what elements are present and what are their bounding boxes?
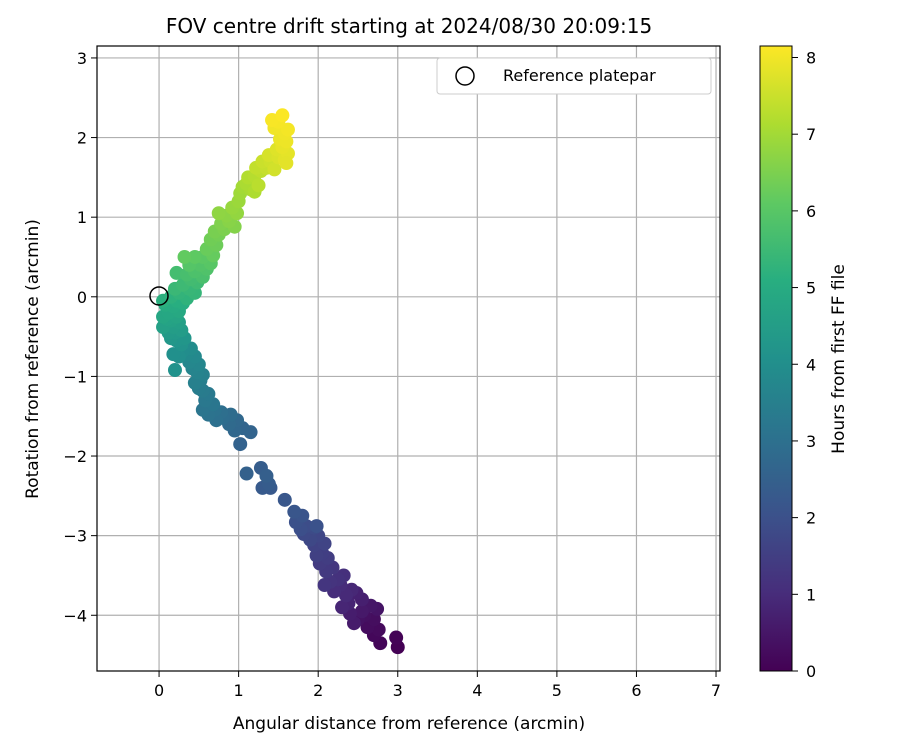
data-point [277, 492, 292, 507]
data-point [259, 468, 274, 483]
y-tick-label: −2 [63, 447, 87, 466]
colorbar-tick-label: 1 [806, 585, 816, 604]
colorbar-tick-label: 6 [806, 202, 816, 221]
colorbar-tick-label: 5 [806, 279, 816, 298]
data-point [389, 630, 404, 645]
plot-frame [96, 45, 721, 672]
data-point [177, 249, 192, 264]
colorbar: 0 1 2 3 4 5 6 7 8 Hours from first FF file [759, 45, 849, 681]
data-point [275, 108, 290, 123]
colorbar-gradient [759, 45, 793, 672]
colorbar-tick-label: 0 [806, 662, 816, 681]
colorbar-tick-label: 3 [806, 432, 816, 451]
y-tick-label: 2 [77, 129, 87, 148]
x-tick-label: 6 [631, 681, 641, 700]
colorbar-tick-label: 7 [806, 125, 816, 144]
colorbar-label: Hours from first FF file [829, 264, 849, 454]
data-point [287, 504, 302, 519]
data-point [251, 178, 266, 193]
x-tick-label: 3 [393, 681, 403, 700]
x-tick-label: 4 [472, 681, 482, 700]
x-tick-label: 2 [313, 681, 323, 700]
colorbar-tick-label: 8 [806, 49, 816, 68]
data-point [317, 578, 332, 593]
data-point [166, 347, 181, 362]
scatter-points [156, 108, 405, 655]
y-tick-label: 3 [77, 49, 87, 68]
legend-box: Reference platepar [436, 57, 712, 95]
colorbar-ticks: 0 1 2 3 4 5 6 7 8 [792, 49, 816, 681]
x-tick-label: 7 [711, 681, 721, 700]
x-tick-label: 0 [154, 681, 164, 700]
y-axis-ticks: −4 −3 −2 −1 0 1 2 3 [63, 49, 97, 625]
data-point [187, 249, 202, 264]
x-tick-label: 1 [234, 681, 244, 700]
data-point [211, 206, 226, 221]
data-point [354, 604, 369, 619]
data-point [239, 466, 254, 481]
data-point [267, 162, 282, 177]
data-point [280, 122, 295, 137]
data-point [167, 363, 182, 378]
colorbar-tick-label: 4 [806, 355, 816, 374]
data-point [233, 437, 248, 452]
data-point [169, 265, 184, 280]
data-point [335, 600, 350, 615]
legend-marker-icon [455, 66, 475, 86]
legend-label: Reference platepar [503, 66, 656, 85]
data-point [309, 519, 324, 534]
x-axis-label: Angular distance from reference (arcmin) [233, 714, 585, 734]
reference-marker [149, 286, 169, 306]
y-tick-label: −4 [63, 606, 87, 625]
y-tick-label: −3 [63, 527, 87, 546]
y-axis-label: Rotation from reference (arcmin) [23, 219, 43, 499]
x-tick-label: 5 [552, 681, 562, 700]
y-tick-label: 0 [77, 288, 87, 307]
data-point [339, 588, 354, 603]
y-tick-label: −1 [63, 367, 87, 386]
y-tick-label: 1 [77, 208, 87, 227]
colorbar-tick-label: 2 [806, 509, 816, 528]
chart-title: FOV centre drift starting at 2024/08/30 … [166, 14, 652, 38]
data-point [279, 156, 294, 171]
x-axis-ticks: 0 1 2 3 4 5 6 7 [154, 671, 721, 700]
